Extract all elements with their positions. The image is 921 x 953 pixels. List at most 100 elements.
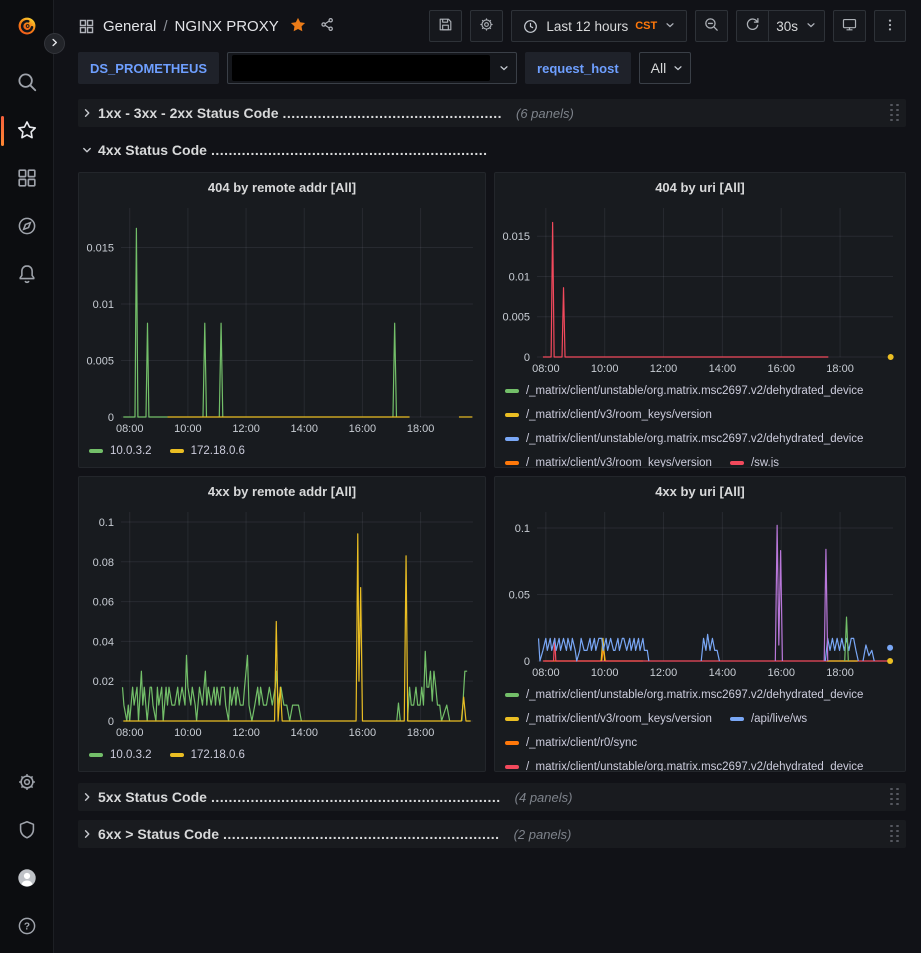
panel-4xx-by-uri: 4xx by uri [All] 08:00 10:00 12:00 14:00 16:… — [493, 476, 906, 772]
row-panel-count: (4 panels) — [514, 789, 573, 805]
legend-label: /_matrix/client/v3/room_keys/version — [525, 713, 712, 725]
sidebar-item-configuration[interactable] — [0, 759, 54, 807]
panel-title[interactable]: 4xx by remote addr [All] — [207, 483, 357, 499]
panel-title[interactable]: 404 by uri [All] — [655, 179, 745, 195]
legend-item[interactable]: /_matrix/client/r0/sync — [504, 737, 637, 749]
legend-item[interactable]: 172.18.0.6 — [169, 445, 245, 457]
row-title: 6xx > Status Code — [98, 826, 219, 842]
panel-title[interactable]: 4xx by uri [All] — [655, 483, 745, 499]
sidebar-item-explore[interactable] — [0, 203, 54, 251]
dashboard-row-4xx[interactable]: 4xx Status Code ........................… — [78, 136, 906, 164]
timeseries-chart[interactable]: 08:00 10:00 12:00 14:00 16:00 18:00 0 0.005 0.01… — [79, 201, 485, 437]
timeseries-chart[interactable]: 08:00 10:00 12:00 14:00 16:00 18:00 0 0.05 0.1 — [495, 505, 905, 681]
svg-text:0: 0 — [108, 412, 114, 424]
dashboard-row-1xx-3xx-2xx[interactable]: 1xx - 3xx - 2xx Status Code ............… — [78, 99, 906, 127]
svg-text:08:00: 08:00 — [116, 423, 143, 435]
refresh-group: 30s — [736, 10, 825, 42]
sidebar-item-starred[interactable] — [0, 107, 54, 155]
legend-item[interactable]: /_matrix/client/v3/room_keys/version — [504, 457, 712, 467]
svg-text:14:00: 14:00 — [709, 363, 737, 375]
chart-legend: /_matrix/client/unstable/org.matrix.msc2… — [495, 681, 905, 771]
cycle-view-mode-button[interactable] — [833, 10, 866, 42]
legend-label: 172.18.0.6 — [190, 445, 245, 457]
timezone-label: CST — [635, 20, 658, 32]
chart-legend: 10.0.3.2 172.18.0.6 — [79, 437, 485, 467]
legend-item[interactable]: 10.0.3.2 — [89, 445, 152, 457]
sidebar-item-search[interactable] — [0, 59, 54, 107]
legend-item[interactable]: /_matrix/client/v3/room_keys/version — [504, 713, 712, 725]
search-icon — [16, 71, 38, 96]
more-options-button[interactable] — [874, 10, 906, 42]
panel-title[interactable]: 404 by remote addr [All] — [207, 179, 357, 195]
sidebar-item-alerting[interactable] — [0, 251, 54, 299]
compass-icon — [16, 215, 38, 240]
dashboards-grid-icon — [16, 167, 38, 192]
variable-label-request-host: request_host — [525, 52, 631, 84]
chevron-down-icon — [805, 19, 817, 34]
refresh-interval-dropdown[interactable]: 30s — [768, 10, 825, 42]
refresh-button[interactable] — [736, 10, 769, 42]
sidebar-expand-button[interactable] — [44, 33, 65, 54]
row-drag-handle[interactable] — [890, 824, 900, 844]
time-range-label: Last 12 hours — [546, 18, 629, 34]
legend-label: /_matrix/client/unstable/org.matrix.msc2… — [525, 385, 864, 397]
share-button[interactable] — [317, 14, 338, 38]
sidebar: ? — [0, 0, 54, 953]
save-icon — [437, 16, 454, 36]
legend-swatch — [504, 461, 519, 465]
save-dashboard-button[interactable] — [429, 10, 463, 42]
legend-swatch — [169, 449, 184, 453]
legend-item[interactable]: /_matrix/client/unstable/org.matrix.msc2… — [504, 761, 863, 771]
svg-text:18:00: 18:00 — [407, 727, 434, 739]
favorite-star-button[interactable] — [287, 14, 309, 39]
legend-item[interactable]: /_matrix/client/unstable/org.matrix.msc2… — [504, 689, 863, 701]
sidebar-item-dashboards[interactable] — [0, 155, 54, 203]
svg-text:10:00: 10:00 — [174, 727, 202, 739]
legend-item[interactable]: /_matrix/client/unstable/org.matrix.msc2… — [504, 433, 864, 445]
variable-select-request-host[interactable]: All — [638, 52, 692, 84]
svg-text:12:00: 12:00 — [232, 423, 260, 435]
svg-text:0.04: 0.04 — [93, 636, 114, 648]
svg-text:0.1: 0.1 — [515, 523, 530, 535]
legend-item[interactable]: 172.18.0.6 — [169, 749, 245, 761]
time-range-picker[interactable]: Last 12 hours CST — [511, 10, 688, 42]
grafana-logo-icon[interactable] — [12, 11, 42, 41]
breadcrumb-folder[interactable]: General — [103, 17, 157, 35]
sidebar-item-help[interactable]: ? — [0, 903, 54, 951]
sidebar-item-server-admin[interactable] — [0, 807, 54, 855]
legend-item[interactable]: 10.0.3.2 — [89, 749, 152, 761]
svg-text:?: ? — [23, 921, 29, 932]
timeseries-chart[interactable]: 08:00 10:00 12:00 14:00 16:00 18:00 0 0.005 0.01… — [495, 201, 905, 377]
svg-text:0.06: 0.06 — [93, 597, 114, 609]
legend-swatch — [504, 389, 519, 393]
variable-value-text: All — [650, 60, 667, 76]
breadcrumb: General / NGINX PROXY — [103, 18, 279, 35]
legend-item[interactable]: /sw.js — [729, 457, 779, 467]
variable-label-ds-prometheus: DS_PROMETHEUS — [78, 52, 220, 84]
sidebar-item-profile[interactable] — [0, 855, 54, 903]
row-drag-handle[interactable] — [890, 787, 900, 807]
breadcrumb-dashboard-title[interactable]: NGINX PROXY — [174, 17, 279, 35]
legend-item[interactable]: /api/live/ws — [729, 713, 807, 725]
row-drag-handle[interactable] — [890, 103, 900, 123]
dashboard-row-6xx[interactable]: 6xx > Status Code ......................… — [78, 820, 906, 848]
zoom-out-button[interactable] — [695, 10, 729, 42]
dashboard-settings-button[interactable] — [470, 10, 504, 42]
dashboard-row-5xx[interactable]: 5xx Status Code ........................… — [78, 783, 906, 811]
legend-item[interactable]: /_matrix/client/unstable/org.matrix.msc2… — [504, 385, 864, 397]
shield-icon — [16, 819, 38, 844]
svg-text:10:00: 10:00 — [591, 667, 619, 679]
svg-text:0.01: 0.01 — [509, 271, 530, 283]
panel-404-by-remote-addr: 404 by remote addr [All] 08:00 10:00 12:00… — [78, 172, 486, 468]
timeseries-chart[interactable]: 08:00 10:00 12:00 14:00 16:00 18:00 0 0.02 0.04 0… — [79, 505, 485, 741]
legend-item[interactable]: /_matrix/client/v3/room_keys/version — [504, 409, 712, 421]
svg-text:16:00: 16:00 — [767, 363, 795, 375]
legend-swatch — [504, 741, 519, 745]
svg-text:0.005: 0.005 — [86, 356, 113, 368]
svg-text:0: 0 — [524, 656, 530, 668]
star-filled-icon — [289, 16, 307, 37]
svg-text:16:00: 16:00 — [349, 727, 377, 739]
legend-label: /_matrix/client/unstable/org.matrix.msc2… — [525, 433, 864, 445]
variable-select-ds-prometheus[interactable] — [227, 52, 518, 84]
legend-swatch — [504, 437, 519, 441]
